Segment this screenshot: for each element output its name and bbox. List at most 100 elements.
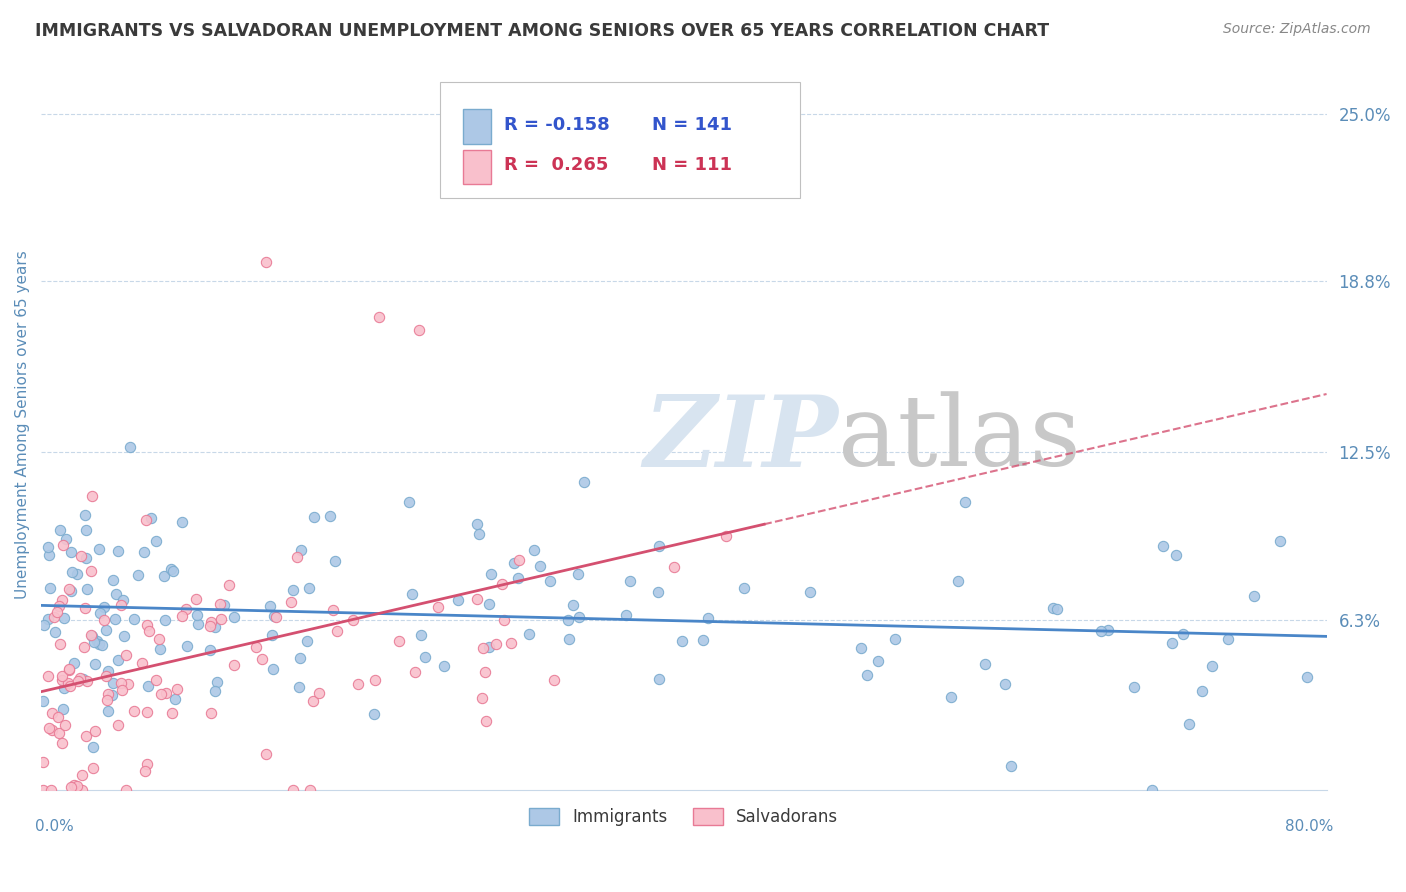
Point	[298, 783, 321, 797]
Point	[323, 554, 346, 568]
FancyBboxPatch shape	[463, 110, 491, 144]
Point	[733, 581, 755, 595]
Point	[75, 600, 97, 615]
Point	[52, 702, 75, 716]
Point	[107, 544, 129, 558]
Point	[115, 648, 138, 662]
Point	[619, 574, 641, 589]
Point	[401, 587, 423, 601]
Point	[51, 592, 73, 607]
Point	[101, 573, 124, 587]
Point	[254, 747, 277, 761]
Point	[322, 603, 344, 617]
Point	[70, 768, 93, 782]
Point	[561, 599, 583, 613]
Point	[60, 544, 83, 558]
Point	[39, 581, 62, 595]
Point	[55, 532, 77, 546]
Point	[478, 640, 501, 654]
Point	[148, 632, 170, 646]
Point	[111, 683, 134, 698]
Point	[198, 619, 221, 633]
Point	[342, 613, 364, 627]
Point	[96, 623, 118, 637]
Point	[211, 612, 233, 626]
Point	[1268, 534, 1291, 549]
Point	[671, 634, 693, 648]
Point	[37, 669, 59, 683]
Point	[508, 553, 530, 567]
Point	[288, 651, 311, 665]
Point	[647, 585, 669, 599]
Point	[107, 717, 129, 731]
Point	[112, 629, 135, 643]
Point	[53, 611, 76, 625]
Text: atlas: atlas	[838, 392, 1081, 487]
Point	[1161, 635, 1184, 649]
Point	[488, 147, 510, 161]
Point	[491, 577, 513, 591]
Point	[433, 658, 456, 673]
Point	[447, 593, 470, 607]
Point	[1191, 684, 1213, 698]
Text: ZIP: ZIP	[643, 391, 838, 488]
Point	[60, 566, 83, 580]
Point	[75, 551, 97, 566]
Point	[67, 673, 90, 688]
Point	[89, 606, 111, 620]
Text: N = 111: N = 111	[652, 156, 731, 175]
Point	[363, 673, 385, 688]
Point	[97, 687, 120, 701]
Point	[115, 783, 138, 797]
Point	[855, 668, 877, 682]
Point	[264, 610, 287, 624]
Point	[58, 662, 80, 676]
Point	[664, 559, 686, 574]
Point	[204, 620, 226, 634]
Point	[32, 618, 55, 632]
Point	[523, 542, 546, 557]
Point	[63, 656, 86, 670]
Point	[83, 657, 105, 671]
Point	[172, 609, 194, 624]
Point	[59, 680, 82, 694]
Point	[567, 567, 589, 582]
Point	[58, 582, 80, 597]
Point	[494, 613, 516, 627]
Point	[1152, 539, 1174, 553]
Point	[153, 613, 176, 627]
Point	[295, 633, 318, 648]
Point	[1097, 623, 1119, 637]
Point	[136, 618, 159, 632]
Point	[51, 673, 73, 687]
Point	[84, 723, 107, 738]
Point	[614, 608, 637, 623]
Point	[58, 663, 80, 677]
Point	[1171, 626, 1194, 640]
Point	[60, 780, 83, 794]
Point	[112, 593, 135, 607]
Point	[53, 681, 76, 696]
Point	[319, 509, 342, 524]
Point	[63, 778, 86, 792]
Point	[176, 639, 198, 653]
Text: Source: ZipAtlas.com: Source: ZipAtlas.com	[1223, 22, 1371, 37]
Point	[224, 657, 246, 672]
Point	[398, 494, 420, 508]
Point	[69, 549, 91, 563]
Point	[209, 598, 232, 612]
Point	[471, 640, 494, 655]
Point	[517, 627, 540, 641]
Point	[160, 562, 183, 576]
Point	[568, 610, 591, 624]
Point	[572, 475, 595, 489]
Point	[44, 625, 66, 640]
Point	[250, 652, 273, 666]
Point	[41, 706, 63, 720]
Point	[134, 545, 156, 559]
Point	[65, 779, 87, 793]
Point	[501, 636, 523, 650]
Point	[134, 764, 156, 779]
Point	[288, 680, 311, 694]
Point	[465, 592, 488, 607]
